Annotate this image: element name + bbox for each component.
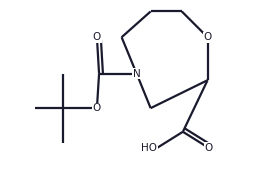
Text: HO: HO <box>141 143 157 153</box>
Text: O: O <box>204 143 213 153</box>
Text: O: O <box>93 32 101 42</box>
Text: O: O <box>203 32 212 42</box>
Text: N: N <box>133 69 140 79</box>
Text: O: O <box>93 103 101 113</box>
